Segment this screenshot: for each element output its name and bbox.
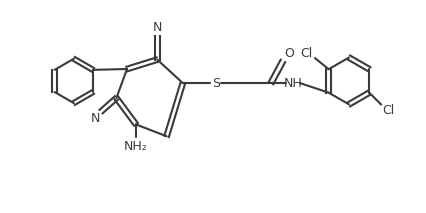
Text: Cl: Cl	[300, 46, 312, 60]
Text: N: N	[152, 21, 161, 34]
Text: NH₂: NH₂	[124, 140, 147, 153]
Text: S: S	[211, 76, 219, 90]
Text: NH: NH	[284, 76, 302, 90]
Text: O: O	[283, 47, 293, 60]
Text: N: N	[91, 111, 101, 125]
Text: Cl: Cl	[382, 104, 394, 117]
